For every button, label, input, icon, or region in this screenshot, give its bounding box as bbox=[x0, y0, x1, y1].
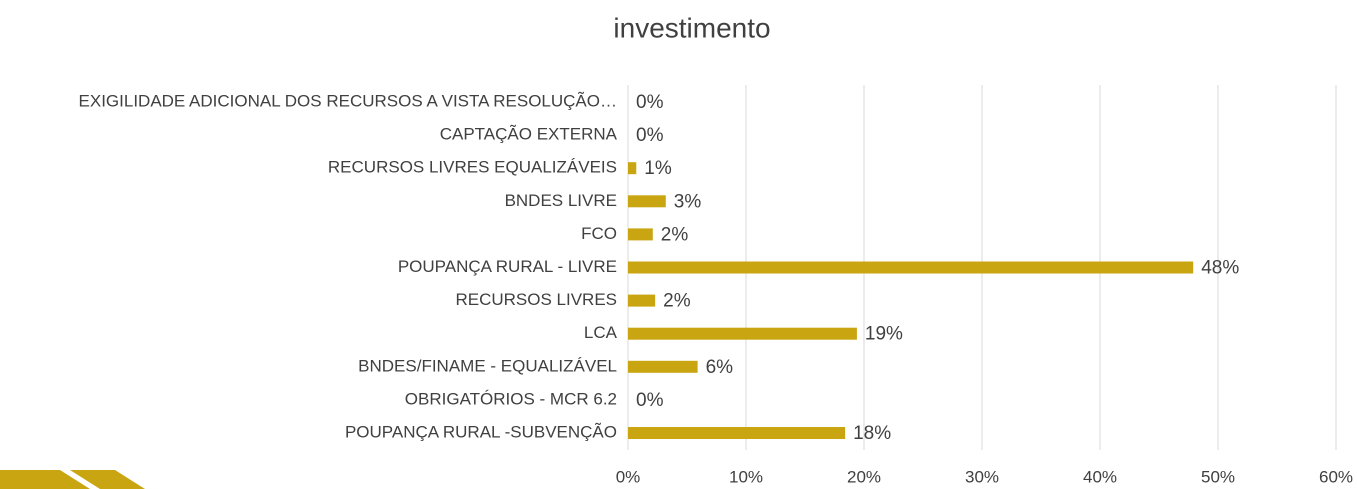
bar bbox=[628, 294, 656, 307]
value-label: 0% bbox=[636, 92, 664, 113]
y-tick-label: LCA bbox=[584, 323, 618, 342]
y-tick-label: BNDES/FINAME - EQUALIZÁVEL bbox=[358, 356, 617, 375]
x-tick-label: 10% bbox=[729, 467, 763, 486]
x-tick-label: 40% bbox=[1083, 467, 1117, 486]
bar bbox=[628, 261, 1194, 274]
bar bbox=[628, 195, 666, 208]
y-tick-label: POUPANÇA RURAL -SUBVENÇÃO bbox=[345, 422, 617, 441]
value-label: 2% bbox=[661, 224, 689, 245]
x-tick-label: 0% bbox=[616, 467, 641, 486]
value-label: 48% bbox=[1201, 258, 1239, 279]
bar bbox=[628, 162, 637, 175]
y-tick-label: RECURSOS LIVRES bbox=[455, 290, 617, 309]
x-tick-label: 20% bbox=[847, 467, 881, 486]
y-tick-label: FCO bbox=[581, 224, 617, 243]
value-label: 19% bbox=[865, 324, 903, 345]
bar bbox=[628, 327, 857, 340]
value-label: 0% bbox=[636, 125, 664, 146]
logo bbox=[0, 470, 145, 489]
value-label: 2% bbox=[663, 291, 691, 312]
x-tick-label: 30% bbox=[965, 467, 999, 486]
value-label: 1% bbox=[644, 158, 672, 179]
bar bbox=[628, 427, 846, 439]
x-tick-label: 50% bbox=[1201, 467, 1235, 486]
y-tick-label: EXIGILIDADE ADICIONAL DOS RECURSOS A VIS… bbox=[79, 91, 617, 110]
value-label: 3% bbox=[674, 191, 702, 212]
x-tick-label: 60% bbox=[1319, 467, 1353, 486]
chart-title: investimento bbox=[613, 12, 770, 43]
y-tick-label: BNDES LIVRE bbox=[505, 191, 617, 210]
value-label: 0% bbox=[636, 390, 664, 411]
y-tick-label: RECURSOS LIVRES EQUALIZÁVEIS bbox=[328, 158, 617, 177]
y-tick-label: CAPTAÇÃO EXTERNA bbox=[440, 125, 618, 144]
bar bbox=[628, 228, 653, 241]
y-tick-label: OBRIGATÓRIOS - MCR 6.2 bbox=[405, 389, 617, 408]
value-label: 6% bbox=[706, 357, 734, 378]
y-tick-label: POUPANÇA RURAL - LIVRE bbox=[398, 257, 617, 276]
value-label: 18% bbox=[853, 423, 891, 444]
bar bbox=[628, 360, 698, 373]
